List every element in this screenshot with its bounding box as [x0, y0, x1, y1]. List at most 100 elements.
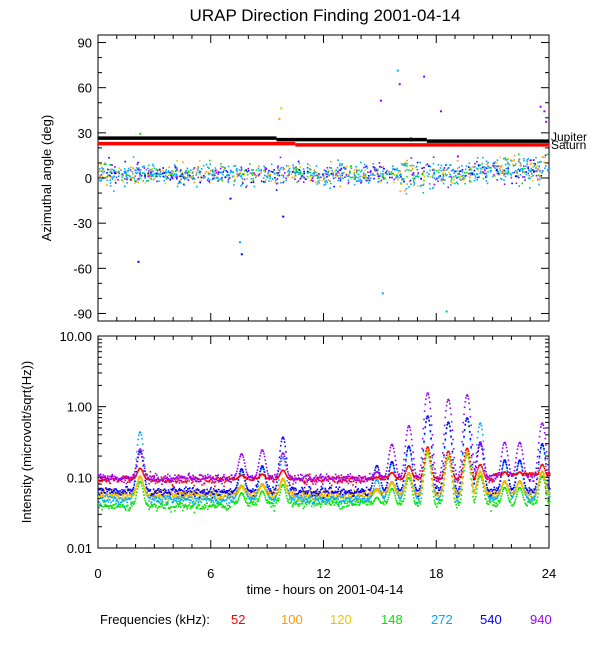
azimuth-point [287, 169, 290, 171]
intensity-point-272 [440, 493, 442, 495]
azimuth-outlier-940 [543, 110, 546, 113]
azimuth-point [291, 176, 294, 179]
intensity-point-100 [249, 492, 251, 495]
intensity-point-540 [101, 489, 103, 492]
intensity-point-540 [311, 495, 314, 497]
intensity-point-272 [372, 490, 374, 492]
intensity-point-100 [410, 476, 412, 479]
intensity-point-272 [430, 447, 433, 449]
azimuth-point [450, 170, 453, 172]
azimuth-point [182, 175, 184, 177]
intensity-point-120 [502, 483, 505, 485]
azimuth-point [115, 171, 118, 173]
intensity-point-100 [183, 492, 185, 494]
intensity-point-272 [356, 495, 359, 497]
intensity-point-540 [317, 494, 319, 496]
intensity-point-148 [378, 498, 380, 501]
intensity-point-148 [424, 461, 427, 464]
intensity-point-120 [133, 493, 136, 495]
intensity-point-100 [340, 492, 343, 494]
intensity-point-272 [471, 466, 474, 469]
intensity-point-120 [171, 494, 174, 497]
azimuth-point [217, 173, 219, 175]
intensity-point-148 [271, 502, 274, 505]
azimuth-point [207, 166, 209, 168]
intensity-point-148 [267, 501, 270, 504]
azimuth-point [282, 181, 284, 184]
azimuth-point [131, 171, 134, 173]
intensity-point-120 [421, 481, 424, 483]
intensity-point-120 [482, 481, 485, 483]
azimuth-point [277, 169, 279, 171]
azimuth-point [327, 175, 330, 177]
intensity-point-120 [515, 489, 517, 491]
intensity-point-148 [121, 506, 123, 508]
intensity-point-540 [106, 490, 108, 493]
intensity-point-272 [501, 466, 504, 469]
azimuth-point [216, 176, 218, 178]
intensity-point-148 [143, 497, 146, 499]
intensity-point-272 [329, 498, 331, 501]
intensity-point-120 [500, 488, 503, 490]
intensity-point-100 [470, 477, 473, 480]
azimuth-point [240, 168, 243, 170]
intensity-point-272 [285, 469, 287, 471]
intensity-point-272 [458, 495, 460, 498]
intensity-point-100 [541, 470, 544, 473]
intensity-point-272 [315, 498, 317, 501]
intensity-point-100 [414, 491, 417, 494]
azimuth-point [309, 171, 312, 174]
intensity-point-272 [288, 493, 290, 495]
azimuth-point [124, 170, 127, 173]
intensity-point-120 [547, 491, 549, 494]
azimuth-point [469, 172, 471, 175]
intensity-point-272 [360, 494, 363, 497]
intensity-point-120 [440, 494, 442, 496]
intensity-point-148 [262, 491, 265, 493]
intensity-point-148 [410, 483, 412, 485]
intensity-point-272 [398, 496, 400, 498]
intensity-point-100 [203, 490, 206, 492]
intensity-point-272 [378, 484, 381, 487]
azimuth-point [323, 184, 325, 186]
intensity-point-272 [402, 485, 405, 488]
azimuth-point [414, 178, 416, 180]
intensity-point-272 [549, 495, 551, 498]
intensity-point-148 [284, 489, 287, 491]
intensity-point-148 [340, 503, 343, 505]
azimuth-point [501, 171, 504, 174]
intensity-point-120 [431, 479, 434, 481]
intensity-point-540 [367, 493, 369, 496]
intensity-point-120 [480, 473, 483, 475]
intensity-point-148 [264, 496, 267, 499]
intensity-point-148 [226, 508, 228, 511]
intensity-point-148 [174, 509, 176, 512]
azimuth-point [169, 179, 171, 181]
azimuth-point [200, 180, 202, 182]
intensity-point-120 [541, 471, 544, 474]
azimuth-point [406, 159, 408, 162]
intensity-point-120 [237, 491, 239, 493]
azimuth-point [99, 175, 101, 178]
azimuth-point [278, 174, 281, 177]
intensity-point-148 [514, 498, 517, 501]
azimuth-point [241, 173, 244, 176]
intensity-point-148 [225, 507, 227, 510]
azimuth-point [167, 174, 170, 176]
intensity-point-272 [267, 495, 270, 497]
azimuth-point [243, 173, 246, 176]
intensity-point-272 [272, 498, 275, 500]
intensity-point-148 [312, 501, 315, 504]
intensity-point-272 [280, 460, 283, 462]
azimuth-point [253, 172, 255, 174]
azimuth-point [413, 184, 415, 187]
intensity-point-272 [423, 441, 425, 444]
intensity-point-540 [361, 488, 363, 490]
intensity-point-148 [205, 505, 207, 507]
intensity-point-272 [296, 495, 299, 497]
intensity-point-272 [316, 498, 319, 501]
intensity-point-148 [116, 506, 118, 508]
intensity-point-148 [330, 500, 333, 502]
azimuth-point [370, 170, 372, 172]
azimuth-point [391, 173, 393, 175]
